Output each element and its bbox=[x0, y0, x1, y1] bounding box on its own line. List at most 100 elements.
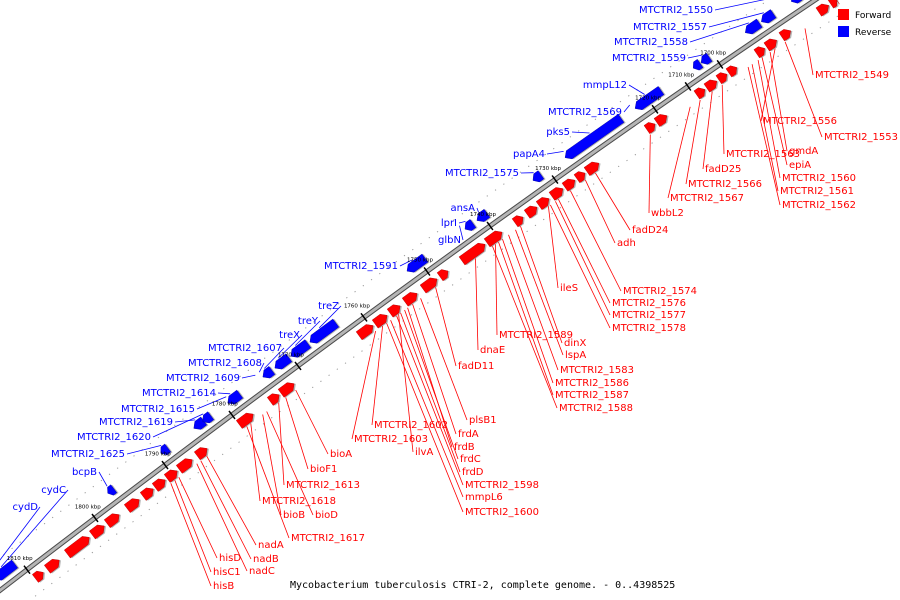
forward-gene-label: plsB1 bbox=[469, 415, 497, 426]
tick-mark bbox=[684, 81, 692, 91]
map-caption: Mycobacterium tuberculosis CTRI-2, compl… bbox=[290, 580, 675, 591]
reverse-gene-label: MTCTRI2_1607 bbox=[208, 343, 282, 354]
forward-leader-line bbox=[721, 84, 725, 155]
forward-leader-line bbox=[492, 246, 558, 409]
forward-leader-line bbox=[170, 483, 212, 587]
tick-mark bbox=[551, 175, 559, 185]
forward-leader-line bbox=[508, 234, 559, 371]
reverse-leader-line bbox=[0, 489, 69, 568]
reverse-gene-label: treZ bbox=[318, 301, 339, 312]
reverse-gene-arrow bbox=[193, 416, 209, 430]
reverse-gene-label: MTCTRI2_1614 bbox=[142, 388, 216, 399]
forward-gene-label: MTCTRI2_1587 bbox=[555, 390, 629, 401]
reverse-gene-arrow bbox=[700, 52, 714, 65]
forward-gene-arrow bbox=[277, 382, 296, 398]
forward-gene-label: dnaE bbox=[480, 345, 505, 356]
forward-gene-label: MTCTRI2_1598 bbox=[465, 480, 539, 491]
forward-gene-arrow bbox=[535, 197, 551, 210]
reverse-gene-label: MTCTRI2_1559 bbox=[612, 53, 686, 64]
tick-mark bbox=[486, 221, 494, 231]
tick-mark bbox=[716, 59, 724, 69]
reverse-leader-line bbox=[319, 305, 342, 329]
forward-gene-label: hisD bbox=[219, 553, 241, 564]
forward-gene-arrow bbox=[89, 524, 106, 540]
reverse-gene-arrow bbox=[202, 411, 216, 424]
backbone-group bbox=[0, 0, 845, 600]
forward-gene-arrow bbox=[643, 122, 657, 135]
forward-gene-arrow bbox=[833, 0, 842, 5]
label-leaders bbox=[0, 0, 823, 587]
forward-gene-label: wbbL2 bbox=[651, 208, 684, 219]
reverse-leader-line bbox=[476, 207, 479, 213]
reverse-gene-label: MTCTRI2_1575 bbox=[445, 168, 519, 179]
forward-leader-line bbox=[648, 134, 651, 214]
forward-gene-label: epiA bbox=[789, 160, 811, 171]
forward-leader-line bbox=[702, 91, 713, 170]
forward-gene-label: nadA bbox=[258, 540, 284, 551]
forward-gene-label: MTCTRI2_1576 bbox=[612, 298, 686, 309]
forward-gene-label: bioA bbox=[330, 449, 352, 460]
forward-gene-label: gmdA bbox=[789, 146, 818, 157]
reverse-leader-line bbox=[196, 396, 227, 410]
reverse-gene-label: MTCTRI2_1620 bbox=[77, 432, 151, 443]
reverse-gene-label: MTCTRI2_1625 bbox=[51, 449, 125, 460]
forward-gene-arrow bbox=[235, 412, 255, 429]
tick-mark bbox=[23, 565, 31, 575]
forward-leader-line bbox=[351, 331, 376, 440]
forward-gene-arrow bbox=[573, 171, 587, 184]
forward-gene-arrow bbox=[355, 324, 375, 341]
reverse-leader-line bbox=[399, 259, 413, 267]
forward-gene-arrow bbox=[725, 65, 739, 78]
reverse-leader-line bbox=[174, 419, 196, 423]
forward-leader-line bbox=[751, 64, 779, 192]
forward-gene-label: MTCTRI2_1583 bbox=[560, 365, 634, 376]
legend-label-reverse: Reverse bbox=[855, 28, 892, 38]
forward-leader-line bbox=[250, 423, 261, 502]
reverse-leader-line bbox=[278, 334, 303, 359]
reverse-gene-arrow bbox=[791, 0, 804, 4]
gene-labels: MTCTRI2_1550 MTCTRI2_1557 MTCTRI2_1558 MTCT… bbox=[13, 5, 898, 592]
reverse-leader-line bbox=[708, 12, 765, 28]
reverse-gene-label: cydC bbox=[41, 485, 66, 496]
forward-gene-label: MTCTRI2_1618 bbox=[262, 496, 336, 507]
forward-gene-label: MTCTRI2_1586 bbox=[555, 378, 629, 389]
forward-gene-label: frdA bbox=[458, 429, 479, 440]
forward-gene-label: frdC bbox=[460, 454, 481, 465]
forward-gene-arrow bbox=[266, 393, 281, 406]
forward-leader-line bbox=[495, 244, 498, 336]
reverse-gene-arrow bbox=[476, 208, 492, 222]
tick-marks: 1700 kbp 1710 kbp 1720 kbp 1730 kbp 1740 kbp… bbox=[7, 51, 727, 575]
forward-leader-line bbox=[246, 426, 290, 539]
forward-gene-label: fadD24 bbox=[632, 225, 668, 236]
forward-gene-label: MTCTRI2_1603 bbox=[354, 434, 428, 445]
forward-gene-label: ileS bbox=[560, 283, 578, 294]
forward-leader-line bbox=[206, 456, 257, 546]
guide-dots-inner bbox=[29, 11, 845, 600]
reverse-gene-label: MTCTRI2_1557 bbox=[633, 22, 707, 33]
forward-leader-line bbox=[398, 314, 414, 453]
forward-leader-line bbox=[400, 312, 461, 473]
forward-gene-label: adh bbox=[617, 238, 636, 249]
forward-leader-line bbox=[174, 480, 212, 573]
reverse-leader-line bbox=[264, 347, 285, 369]
forward-gene-arrow bbox=[401, 292, 419, 307]
forward-gene-arrow bbox=[419, 277, 439, 294]
forward-leader-line bbox=[498, 241, 554, 396]
forward-gene-label: bioF1 bbox=[310, 464, 337, 475]
tick-label: 1790 kbp bbox=[145, 452, 171, 458]
forward-leader-line bbox=[685, 99, 701, 185]
forward-gene-label: hisB bbox=[213, 581, 234, 592]
forward-leader-line bbox=[396, 315, 464, 486]
forward-leader-line bbox=[585, 179, 616, 244]
reverse-gene-arrow bbox=[464, 219, 478, 231]
legend: Forward Reverse bbox=[838, 9, 892, 38]
forward-gene-arrow bbox=[548, 187, 565, 201]
forward-gene-arrow bbox=[693, 87, 707, 100]
reverse-gene-arrow bbox=[160, 443, 173, 456]
tick-mark bbox=[161, 460, 169, 470]
forward-leader-line bbox=[761, 57, 788, 166]
forward-leader-line bbox=[550, 204, 611, 329]
legend-label-forward: Forward bbox=[855, 11, 891, 21]
reverse-gene-arrow bbox=[406, 253, 430, 273]
tick-mark bbox=[423, 266, 431, 276]
